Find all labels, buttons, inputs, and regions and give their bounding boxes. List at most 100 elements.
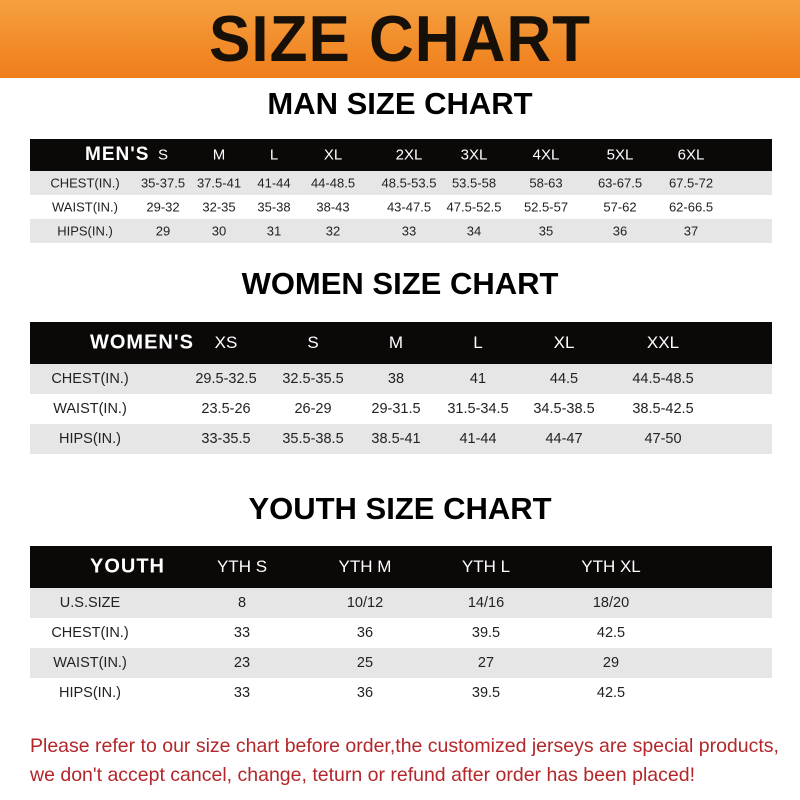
table-row: HIPS(IN.) 33 36 39.5 42.5 (30, 678, 772, 708)
size-column-header: 3XL (460, 146, 488, 164)
table-row: HIPS(IN.) 29 30 31 32 33 34 35 36 37 (30, 219, 772, 243)
men-section-title: MAN SIZE CHART (267, 86, 533, 121)
measurement-cell: 31.5-34.5 (447, 401, 509, 417)
table-header-label: MEN'S (85, 144, 150, 165)
measurement-cell: 41-44 (257, 175, 291, 191)
measurement-cell: 37 (683, 223, 699, 239)
measurement-cell: 37.5-41 (196, 175, 242, 191)
measurement-cell: 32-35 (202, 199, 236, 215)
measurement-cell: 29-31.5 (371, 401, 421, 417)
size-chart-banner: SIZE CHART (0, 0, 800, 78)
measurement-cell: 47-50 (644, 431, 682, 447)
measurement-cell: 62-66.5 (668, 199, 714, 215)
measurement-cell: 35-38 (257, 199, 291, 215)
measurement-cell: 29 (602, 655, 620, 671)
measurement-cell: 36 (356, 625, 374, 641)
size-column-header: 5XL (606, 146, 634, 164)
notice-line-2: we don't accept cancel, change, teturn o… (30, 764, 695, 786)
measurement-cell: 33-35.5 (201, 431, 251, 447)
row-label: WAIST(IN.) (52, 199, 118, 215)
measurement-cell: 38-43 (316, 199, 350, 215)
measurement-cell: 32.5-35.5 (282, 371, 344, 387)
size-column-header: M (388, 333, 404, 352)
row-label: HIPS(IN.) (57, 223, 113, 239)
size-column-header: S (307, 333, 319, 352)
measurement-cell: 38 (387, 371, 405, 387)
measurement-cell: 25 (356, 655, 374, 671)
measurement-cell: 35.5-38.5 (282, 431, 344, 447)
women-size-table: WOMEN'S XS S M L XL XXL CHEST(IN.) 29.5-32.5 32.5… (30, 322, 772, 454)
youth-size-table: YOUTH YTH S YTH M YTH L YTH XL U.S.SIZE 8 10/12… (30, 546, 772, 708)
row-label: WAIST(IN.) (53, 401, 127, 417)
table-row: CHEST(IN.) 35-37.5 37.5-41 41-44 44-48.5 48.5… (30, 171, 772, 195)
table-header-row: WOMEN'S XS S M L XL XXL (30, 322, 772, 364)
measurement-cell: 29-32 (146, 199, 180, 215)
table-header-row: YOUTH YTH S YTH M YTH L YTH XL (30, 546, 772, 588)
measurement-cell: 41-44 (459, 431, 497, 447)
size-column-header: XXL (646, 333, 680, 352)
measurement-cell: 23 (233, 655, 251, 671)
measurement-cell: 53.5-58 (451, 175, 497, 191)
measurement-cell: 33 (233, 685, 251, 701)
men-size-table: MEN'S S M L XL 2XL 3XL 4XL 5XL 6XL CHEST(IN.) 35-37… (30, 139, 772, 243)
women-section-title: WOMEN SIZE CHART (241, 266, 559, 301)
measurement-cell: 27 (477, 655, 495, 671)
size-column-header: 6XL (677, 146, 705, 164)
size-column-header: M (212, 146, 226, 164)
table-row: WAIST(IN.) 23.5-26 26-29 29-31.5 31.5-34.5 34… (30, 394, 772, 424)
table-row: U.S.SIZE 8 10/12 14/16 18/20 (30, 588, 772, 618)
measurement-cell: 67.5-72 (668, 175, 714, 191)
size-column-header: YTH M (338, 557, 392, 576)
measurement-cell: 44-47 (545, 431, 583, 447)
row-label: CHEST(IN.) (51, 625, 129, 641)
size-column-header: XL (323, 146, 343, 164)
measurement-cell: 31 (266, 223, 282, 239)
row-label: HIPS(IN.) (58, 685, 122, 701)
size-column-header: L (473, 333, 483, 352)
size-column-header: 2XL (395, 146, 423, 164)
measurement-cell: 43-47.5 (386, 199, 432, 215)
measurement-cell: 58-63 (529, 175, 563, 191)
measurement-cell: 18/20 (592, 595, 630, 611)
measurement-cell: 10/12 (346, 595, 384, 611)
row-label: U.S.SIZE (59, 595, 121, 611)
notice-line-1: Please refer to our size chart before or… (30, 735, 779, 757)
size-column-header: L (269, 146, 279, 164)
measurement-cell: 34 (466, 223, 482, 239)
table-header-row: MEN'S S M L XL 2XL 3XL 4XL 5XL 6XL (30, 139, 772, 171)
measurement-cell: 36 (612, 223, 628, 239)
size-column-header: YTH L (461, 557, 511, 576)
size-column-header: S (157, 146, 169, 164)
youth-section-title: YOUTH SIZE CHART (248, 491, 552, 526)
row-label: CHEST(IN.) (51, 371, 129, 387)
size-column-header: YTH XL (581, 557, 641, 576)
size-column-header: YTH S (216, 557, 268, 576)
table-row: WAIST(IN.) 23 25 27 29 (30, 648, 772, 678)
table-row: HIPS(IN.) 33-35.5 35.5-38.5 38.5-41 41-44 44-… (30, 424, 772, 454)
table-row: CHEST(IN.) 33 36 39.5 42.5 (30, 618, 772, 648)
table-header-label: YOUTH (90, 555, 165, 578)
measurement-cell: 42.5 (596, 685, 626, 701)
row-label: HIPS(IN.) (58, 431, 122, 447)
table-row: CHEST(IN.) 29.5-32.5 32.5-35.5 38 41 44.5 44.5… (30, 364, 772, 394)
measurement-cell: 42.5 (596, 625, 626, 641)
measurement-cell: 30 (211, 223, 227, 239)
measurement-cell: 44.5 (549, 371, 579, 387)
measurement-cell: 33 (233, 625, 251, 641)
measurement-cell: 38.5-42.5 (632, 401, 694, 417)
measurement-cell: 57-62 (603, 199, 637, 215)
row-label: CHEST(IN.) (50, 175, 120, 191)
measurement-cell: 44.5-48.5 (632, 371, 694, 387)
measurement-cell: 23.5-26 (201, 401, 251, 417)
measurement-cell: 32 (325, 223, 341, 239)
measurement-cell: 63-67.5 (597, 175, 643, 191)
banner-title: SIZE CHART (209, 2, 591, 76)
row-label: WAIST(IN.) (53, 655, 127, 671)
size-column-header: 4XL (532, 146, 560, 164)
size-column-header: XS (214, 333, 238, 352)
measurement-cell: 47.5-52.5 (446, 199, 502, 215)
measurement-cell: 35-37.5 (140, 175, 186, 191)
measurement-cell: 33 (401, 223, 417, 239)
measurement-cell: 29.5-32.5 (195, 371, 257, 387)
measurement-cell: 41 (469, 371, 487, 387)
